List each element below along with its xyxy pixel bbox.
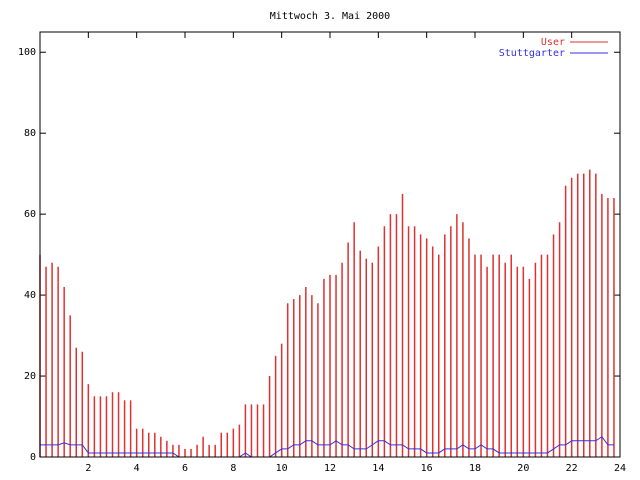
legend-label: User (541, 37, 565, 48)
legend-label: Stuttgarter (499, 48, 565, 59)
y-tick-label: 80 (24, 128, 36, 139)
x-tick-label: 14 (372, 463, 384, 474)
y-tick-label: 60 (24, 209, 36, 220)
x-tick-label: 10 (276, 463, 288, 474)
y-tick-label: 40 (24, 290, 36, 301)
series-line (40, 436, 614, 458)
x-tick-label: 6 (182, 463, 188, 474)
chart-title: Mittwoch 3. Mai 2000 (270, 11, 390, 22)
x-tick-label: 16 (421, 463, 433, 474)
y-tick-label: 100 (18, 47, 36, 58)
y-tick-label: 0 (30, 452, 36, 463)
x-tick-label: 20 (517, 463, 529, 474)
x-tick-label: 2 (85, 463, 91, 474)
x-tick-label: 8 (230, 463, 236, 474)
x-tick-label: 18 (469, 463, 481, 474)
y-tick-label: 20 (24, 371, 36, 382)
x-tick-label: 4 (134, 463, 140, 474)
x-tick-label: 12 (324, 463, 336, 474)
x-tick-label: 22 (566, 463, 578, 474)
plot-border (39, 31, 621, 458)
x-tick-label: 24 (614, 463, 626, 474)
